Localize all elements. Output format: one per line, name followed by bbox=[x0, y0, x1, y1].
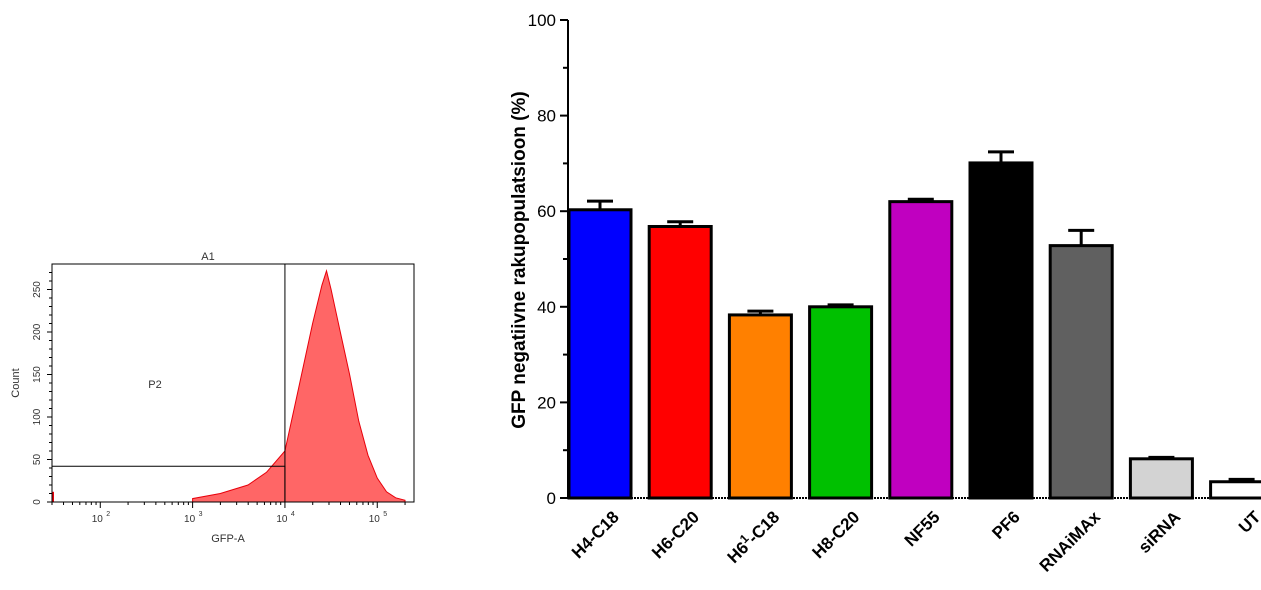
gate-p2-label: P2 bbox=[148, 379, 161, 391]
y-tick-label: 50 bbox=[32, 454, 43, 466]
bar-group bbox=[1048, 228, 1114, 500]
bar bbox=[1128, 457, 1194, 500]
histogram-area bbox=[192, 268, 406, 503]
y-tick-label: 80 bbox=[537, 107, 556, 126]
bar-chart: 0 20 40 60 80 100 H4-C18 H6-C20 H61-C18 H8-C20 NF… bbox=[509, 11, 1261, 576]
x-tick-label: 10 bbox=[369, 514, 381, 525]
bar-group bbox=[808, 303, 874, 500]
bar-group bbox=[727, 309, 793, 500]
gate-p2-box bbox=[52, 465, 286, 502]
y-axis-ticks: 0 50 100 150 200 250 bbox=[32, 272, 52, 505]
x-tick-label: H61-C18 bbox=[722, 505, 784, 567]
bar-group bbox=[567, 199, 633, 500]
x-tick-exponent: 4 bbox=[291, 511, 295, 518]
bar bbox=[647, 224, 713, 500]
bar-group bbox=[888, 197, 954, 500]
histogram-series bbox=[52, 268, 406, 503]
bar bbox=[727, 313, 793, 500]
x-tick-label: RNAiMAx bbox=[1036, 507, 1105, 576]
bar bbox=[968, 161, 1034, 500]
x-tick-label: 10 bbox=[184, 514, 196, 525]
y-tick-label: 250 bbox=[32, 281, 43, 298]
y-axis-ticks: 0 20 40 60 80 100 bbox=[528, 11, 568, 508]
y-axis-label: Count bbox=[10, 368, 22, 397]
x-axis-category-labels: H4-C18 H6-C20 H61-C18 H8-C20 NF55 PF6 RNAiMAx s… bbox=[568, 505, 1261, 576]
x-tick-label: UT bbox=[1235, 507, 1261, 537]
y-tick-label: 200 bbox=[32, 323, 43, 340]
bar bbox=[1048, 244, 1114, 500]
bar bbox=[808, 305, 874, 500]
x-tick-label: siRNA bbox=[1135, 507, 1185, 557]
y-axis-label: GFP negatiivne rakupopulatsioon (%) bbox=[509, 91, 530, 428]
y-tick-label: 100 bbox=[32, 408, 43, 425]
x-tick-label: H8-C20 bbox=[809, 507, 864, 562]
bar-group bbox=[1209, 477, 1261, 500]
y-tick-label: 150 bbox=[32, 366, 43, 383]
x-tick-exponent: 2 bbox=[106, 511, 110, 518]
gate-a1-label: A1 bbox=[201, 251, 214, 263]
y-tick-label: 60 bbox=[537, 202, 556, 221]
x-tick-exponent: 5 bbox=[383, 511, 387, 518]
x-tick-label: 10 bbox=[92, 514, 104, 525]
x-tick-exponent: 3 bbox=[199, 511, 203, 518]
x-axis-ticks: 10 2 10 3 10 4 10 5 bbox=[51, 502, 406, 525]
x-tick-label: NF55 bbox=[901, 507, 944, 550]
bars bbox=[567, 150, 1261, 500]
bar bbox=[567, 208, 633, 500]
y-tick-label: 0 bbox=[547, 489, 556, 508]
bar bbox=[1209, 480, 1261, 500]
y-tick-label: 0 bbox=[32, 499, 43, 505]
gates: A1 P2 bbox=[52, 251, 286, 502]
bar-group bbox=[1128, 455, 1194, 500]
y-tick-label: 40 bbox=[537, 298, 556, 317]
x-tick-label: H4-C18 bbox=[568, 507, 623, 562]
bar-group bbox=[968, 150, 1034, 500]
x-tick-label: H6-C20 bbox=[648, 507, 703, 562]
x-axis-label: GFP-A bbox=[211, 533, 245, 545]
x-tick-label: 10 bbox=[276, 514, 288, 525]
y-tick-label: 100 bbox=[528, 11, 556, 30]
bar-group bbox=[647, 220, 713, 500]
bar bbox=[888, 200, 954, 500]
y-tick-label: 20 bbox=[537, 393, 556, 412]
x-tick-label: PF6 bbox=[988, 507, 1023, 542]
